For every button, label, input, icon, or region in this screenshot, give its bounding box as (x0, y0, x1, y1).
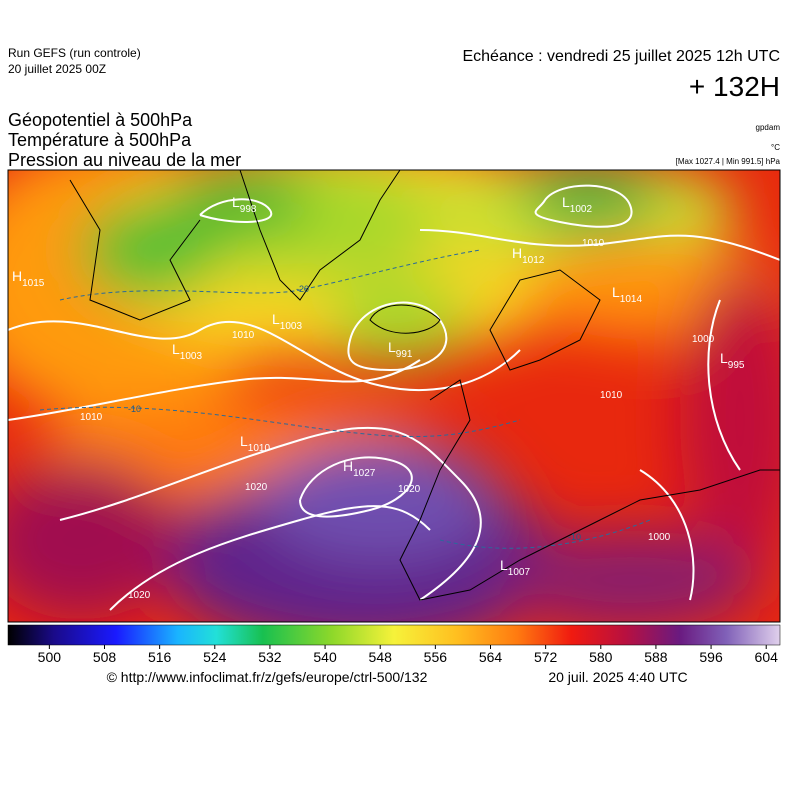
tick-label: 564 (479, 649, 503, 665)
valid-time: Echéance : vendredi 25 juillet 2025 12h … (462, 48, 780, 65)
tick-label: 524 (203, 649, 227, 665)
isobar-label: 1010 (232, 330, 255, 341)
tick-label: 596 (699, 649, 723, 665)
centers: H1015 L998 L1002 H1012 L1003 L1003 L991 … (12, 194, 745, 578)
isobar-label: 1010 (600, 390, 623, 401)
tick-label: 548 (369, 649, 393, 665)
lead-time: + 132H (689, 71, 780, 102)
colorbar (7, 624, 781, 646)
pressure-center: L998 (232, 194, 257, 215)
isotherm-label: -20 (296, 284, 309, 294)
field: Géopotentiel à 500hPa (8, 110, 193, 130)
pressure-center: H1012 (512, 245, 545, 266)
isobar-label: 1000 (648, 532, 671, 543)
run: Run GEFS (run controle) (8, 46, 141, 60)
isobar-label: 1010 (582, 238, 605, 249)
pressure-center: L1003 (172, 341, 202, 362)
tick-label: 500 (38, 649, 62, 665)
tick-label: 508 (93, 649, 117, 665)
pressure-center: L991 (388, 339, 413, 360)
tick-label: 532 (258, 649, 282, 665)
pressure-center: L1003 (272, 311, 302, 332)
unit: gpdam (756, 123, 781, 132)
tick-label: 572 (534, 649, 558, 665)
pressure-center: H1015 (12, 268, 45, 289)
colorbar-ticks: 500 508 516 524 532 540 548 556 564 572 580 588 596 6… (38, 645, 778, 665)
tick-label: 516 (148, 649, 172, 665)
unit: °C (771, 143, 780, 152)
tick-label: 604 (755, 649, 779, 665)
isobar-labels: 1010 1020 1020 1020 1010 1000 1000 1010 … (80, 238, 715, 601)
generated: 20 juil. 2025 4:40 UTC (548, 669, 687, 685)
isotherm-label: -10 (568, 532, 581, 542)
tick-label: 588 (644, 649, 668, 665)
map-frame (7, 169, 781, 623)
tick-label: 540 (313, 649, 337, 665)
unit: [Max 1027.4 | Min 991.5] hPa (676, 157, 781, 166)
field: Pression au niveau de la mer (8, 150, 241, 170)
map (8, 170, 780, 622)
isobar-label: 1020 (398, 484, 421, 495)
pressure-center: L1010 (240, 433, 270, 454)
isobar-label: 1020 (245, 482, 268, 493)
isotherm-label: -10 (128, 404, 141, 414)
isobar-label: 1020 (128, 590, 151, 601)
pressure-center: L1007 (500, 557, 530, 578)
source: © http://www.infoclimat.fr/z/gefs/europe… (107, 669, 428, 685)
pressure-center: H1027 (343, 458, 376, 479)
isobar-label: 1000 (692, 334, 715, 345)
isobar-label: 1010 (80, 412, 103, 423)
pressure-center: L995 (720, 350, 745, 371)
pressure-center: L1014 (612, 284, 642, 305)
field: Température à 500hPa (8, 130, 192, 150)
tick-label: 580 (589, 649, 613, 665)
run-date: 20 juillet 2025 00Z (8, 62, 106, 76)
pressure-center: L1002 (562, 194, 592, 215)
tick-label: 556 (424, 649, 448, 665)
